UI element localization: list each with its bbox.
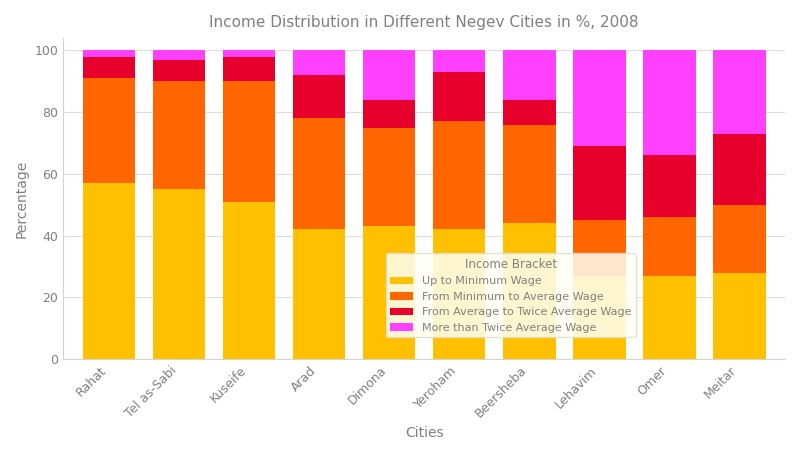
Bar [433, 121, 486, 229]
Bar [643, 155, 696, 217]
Bar [153, 81, 205, 189]
Bar [573, 276, 626, 359]
Bar [573, 220, 626, 276]
Bar [222, 81, 275, 202]
Bar [433, 51, 486, 72]
Bar [363, 127, 415, 226]
Bar [503, 223, 555, 359]
Bar [82, 56, 135, 78]
Bar [643, 51, 696, 155]
Bar [293, 51, 346, 75]
Bar [713, 205, 766, 273]
Bar [433, 229, 486, 359]
Bar [222, 202, 275, 359]
Bar [713, 51, 766, 134]
Bar [82, 51, 135, 56]
Y-axis label: Percentage: Percentage [15, 159, 29, 238]
Bar [293, 75, 346, 118]
Bar [573, 51, 626, 146]
Bar [293, 229, 346, 359]
Legend: Up to Minimum Wage, From Minimum to Average Wage, From Average to Twice Average : Up to Minimum Wage, From Minimum to Aver… [386, 253, 635, 338]
Bar [503, 51, 555, 100]
Bar [433, 72, 486, 121]
X-axis label: Cities: Cities [405, 426, 443, 440]
Bar [713, 273, 766, 359]
Bar [503, 125, 555, 223]
Title: Income Distribution in Different Negev Cities in %, 2008: Income Distribution in Different Negev C… [210, 15, 639, 30]
Bar [643, 217, 696, 276]
Bar [363, 226, 415, 359]
Bar [153, 60, 205, 81]
Bar [713, 134, 766, 205]
Bar [82, 78, 135, 183]
Bar [503, 100, 555, 125]
Bar [643, 276, 696, 359]
Bar [222, 56, 275, 81]
Bar [573, 146, 626, 220]
Bar [293, 118, 346, 229]
Bar [363, 51, 415, 100]
Bar [153, 189, 205, 359]
Bar [363, 100, 415, 127]
Bar [82, 183, 135, 359]
Bar [153, 51, 205, 60]
Bar [222, 51, 275, 56]
